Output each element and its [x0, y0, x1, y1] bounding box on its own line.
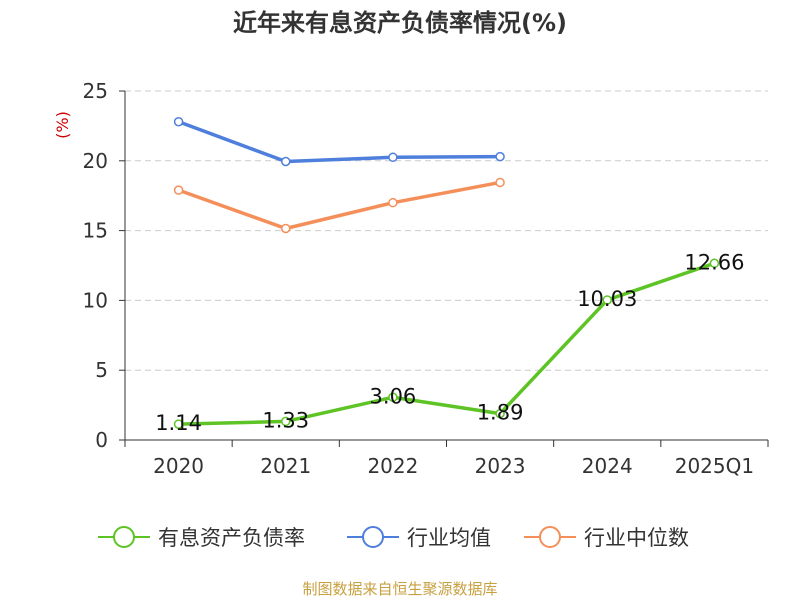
data-label-layer: 1.14 1.33 3.06 1.89 10.03 12.66	[155, 250, 744, 435]
series-layer	[173, 116, 720, 429]
data-point	[173, 116, 184, 127]
data-point	[495, 177, 505, 188]
data-point	[281, 223, 291, 234]
x-tick-label: 2022	[367, 454, 418, 478]
legend-label: 有息资产负债率	[158, 526, 305, 550]
data-point	[495, 408, 505, 419]
data-label: 1.89	[477, 401, 524, 425]
data-label: 1.14	[155, 411, 202, 435]
data-label: 12.66	[684, 250, 744, 274]
x-tick-label: 2025Q1	[675, 454, 754, 478]
data-point	[388, 152, 398, 163]
data-point	[388, 392, 398, 403]
legend-swatch-marker	[539, 526, 561, 548]
data-point	[281, 156, 291, 167]
data-point	[281, 416, 291, 427]
y-axis-unit: (%)	[53, 111, 72, 139]
data-point	[709, 258, 720, 269]
legend-label: 行业均值	[407, 526, 491, 550]
grid-layer	[125, 90, 768, 371]
series-line	[177, 120, 501, 164]
data-point	[495, 151, 505, 162]
source-note: 制图数据来自恒生聚源数据库	[302, 580, 497, 598]
legend-label: 行业中位数	[584, 526, 689, 550]
chart-title: 近年来有息资产负债率情况(%)	[233, 9, 567, 37]
y-tick-label: 25	[83, 79, 108, 103]
y-tick-label: 15	[83, 219, 108, 243]
legend: 有息资产负债率 行业均值 行业中位数	[98, 526, 689, 550]
data-point	[602, 295, 612, 305]
data-label: 10.03	[577, 287, 637, 311]
data-point	[173, 419, 184, 429]
data-label: 1.33	[262, 408, 309, 432]
legend-swatch-marker	[362, 526, 384, 548]
x-tick-label: 2023	[475, 454, 526, 478]
y-tick-label: 20	[83, 149, 108, 173]
x-tick-label: 2024	[582, 454, 633, 478]
y-tick-label: 0	[95, 428, 108, 452]
x-tick-label: 2021	[260, 454, 311, 478]
x-tick-label: 2020	[153, 454, 204, 478]
data-label: 3.06	[370, 384, 417, 408]
data-point	[173, 185, 184, 195]
legend-swatch-marker	[113, 526, 135, 548]
series-line	[178, 261, 715, 426]
y-tick-label: 10	[83, 288, 108, 312]
y-tick-label: 5	[95, 358, 108, 382]
axis-layer: 0 5 10 15 20 25 2020 2021 2022 2023 2024 2025Q1	[83, 79, 769, 478]
data-point	[388, 197, 398, 208]
series-line	[177, 180, 501, 231]
